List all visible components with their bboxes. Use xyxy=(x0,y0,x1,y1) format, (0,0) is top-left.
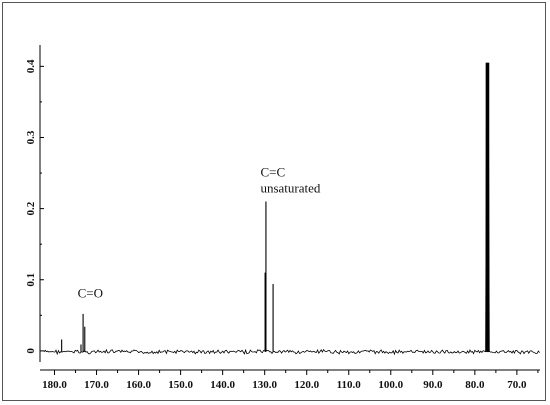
y-tick-label: 0.2 xyxy=(25,201,37,215)
x-tick-label: 100.0 xyxy=(378,379,403,391)
x-tick-label: 160.0 xyxy=(126,379,151,391)
x-tick-label: 150.0 xyxy=(168,379,193,391)
x-ticks: 180.0 170.0 160.0 150.0 140.0 130.0 120.0 110.0… xyxy=(42,370,539,391)
chart-frame xyxy=(2,2,546,401)
x-tick-label: 130.0 xyxy=(252,379,277,391)
solvent-peak xyxy=(485,62,490,352)
spectrum-peaks xyxy=(61,62,490,352)
x-tick-label: 70.0 xyxy=(507,379,527,391)
peak-annotation: C=O xyxy=(78,286,103,301)
y-ticks: 0 0.1 0.2 0.3 0.4 xyxy=(25,59,44,354)
y-tick-label: 0.1 xyxy=(25,273,37,287)
peak-annotation: unsaturated xyxy=(260,180,320,195)
axes xyxy=(39,45,540,371)
y-tick-label: 0.4 xyxy=(25,59,37,73)
x-tick-label: 90.0 xyxy=(423,379,443,391)
x-tick-label: 80.0 xyxy=(465,379,485,391)
x-tick-label: 180.0 xyxy=(42,379,67,391)
peak-annotation: C=C xyxy=(260,165,285,180)
x-tick-label: 140.0 xyxy=(210,379,235,391)
y-tick-label: 0.3 xyxy=(25,130,37,144)
spectrum-baseline xyxy=(43,348,540,356)
x-tick-label: 170.0 xyxy=(84,379,109,391)
x-tick-label: 120.0 xyxy=(294,379,319,391)
x-tick-label: 110.0 xyxy=(337,379,362,391)
y-tick-label: 0 xyxy=(25,348,37,354)
